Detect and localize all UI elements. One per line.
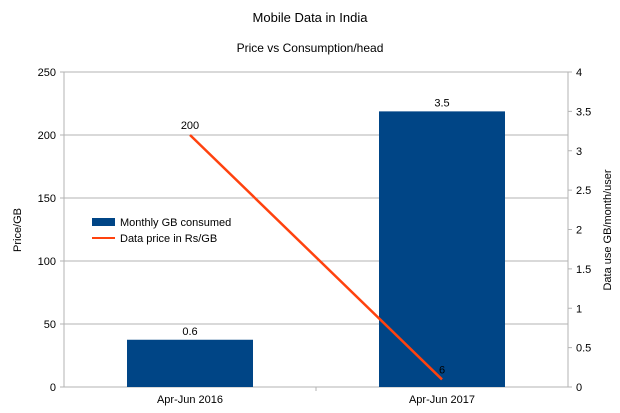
- right-tick-label: 2: [576, 225, 582, 237]
- right-tick-label: 0.5: [576, 343, 591, 355]
- right-tick-label: 4: [576, 67, 582, 79]
- left-tick-label: 200: [38, 130, 56, 142]
- legend-label-bar: Monthly GB consumed: [120, 217, 231, 229]
- left-tick-label: 50: [44, 319, 56, 331]
- left-tick-label: 150: [38, 193, 56, 205]
- right-axis-label: Data use GB/month/user: [602, 169, 614, 290]
- bar: [127, 339, 253, 387]
- bar-value-label: 0.6: [182, 326, 197, 338]
- x-axis-categories: Apr-Jun 2016 Apr-Jun 2017: [157, 387, 475, 406]
- right-tick-label: 1: [576, 303, 582, 315]
- legend-swatch-bar: [92, 218, 115, 226]
- bar-series: 0.6 3.5: [127, 97, 505, 387]
- x-category-label: Apr-Jun 2016: [157, 394, 223, 406]
- left-tick-label: 250: [38, 67, 56, 79]
- right-tick-label: 0: [576, 382, 582, 394]
- left-axis-label: Price/GB: [12, 208, 24, 252]
- right-tick-label: 2.5: [576, 185, 591, 197]
- right-tick-label: 3: [576, 146, 582, 158]
- left-tick-label: 100: [38, 256, 56, 268]
- line-value-label: 200: [181, 120, 199, 132]
- legend: Monthly GB consumed Data price in Rs/GB: [92, 217, 231, 245]
- legend-label-line: Data price in Rs/GB: [120, 233, 217, 245]
- price-line: [189, 134, 443, 381]
- grid-lines: [63, 71, 569, 388]
- left-tick-label: 0: [50, 382, 56, 394]
- chart-title: Mobile Data in India: [253, 10, 369, 25]
- chart-subtitle: Price vs Consumption/head: [237, 41, 384, 55]
- line-value-label: 6: [439, 364, 445, 376]
- bar: [379, 111, 505, 387]
- right-tick-label: 3.5: [576, 106, 591, 118]
- left-axis-ticks: 0 50 100 150 200 250: [38, 67, 64, 394]
- bar-value-label: 3.5: [434, 97, 449, 109]
- right-axis-ticks: 0 0.5 1 1.5 2 2.5 3 3.5 4: [568, 67, 591, 394]
- x-category-label: Apr-Jun 2017: [409, 394, 475, 406]
- right-tick-label: 1.5: [576, 264, 591, 276]
